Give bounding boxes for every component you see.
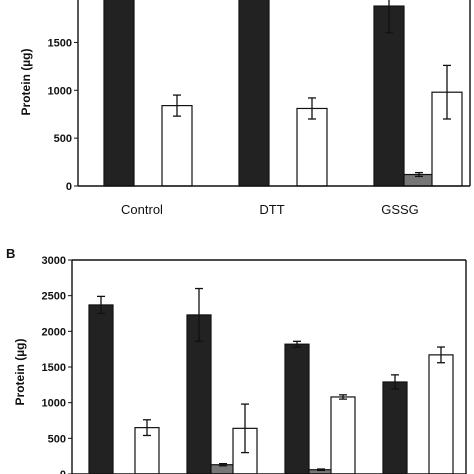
chart-panel-a: Protein (µg) 0 500 1000 1500 Control DTT GSSG — [19, 0, 471, 217]
y-tick-label: 2000 — [42, 326, 66, 338]
bar — [382, 381, 408, 474]
y-axis-label: Protein (µg) — [13, 339, 27, 406]
bar — [373, 5, 405, 187]
bar — [428, 354, 454, 474]
bar — [296, 107, 328, 187]
x-tick-label: DTT — [259, 202, 284, 217]
chart-panel-b: B Protein (µg) 0 500 1000 1500 2000 2500 3000 — [6, 246, 467, 474]
y-tick-label: 1500 — [42, 362, 66, 374]
bar — [330, 396, 356, 474]
y-tick-label: 1000 — [48, 85, 72, 97]
y-tick-label: 500 — [48, 433, 66, 445]
bar — [284, 343, 310, 474]
bar — [88, 304, 114, 474]
bar — [238, 0, 270, 187]
panel-label: B — [6, 246, 15, 261]
y-tick-label: 500 — [54, 133, 72, 145]
y-tick-label: 1500 — [48, 37, 72, 49]
x-tick-label: Control — [121, 202, 163, 217]
y-axis-label: Protein (µg) — [19, 49, 33, 116]
y-tick-label: 1000 — [42, 398, 66, 410]
x-tick-label: GSSG — [381, 202, 419, 217]
y-tick-label: 0 — [60, 469, 66, 474]
y-tick-label: 3000 — [42, 255, 66, 267]
y-tick-label: 0 — [66, 181, 72, 193]
bar — [103, 0, 135, 187]
y-tick-label: 2500 — [42, 291, 66, 303]
bar — [161, 104, 193, 187]
